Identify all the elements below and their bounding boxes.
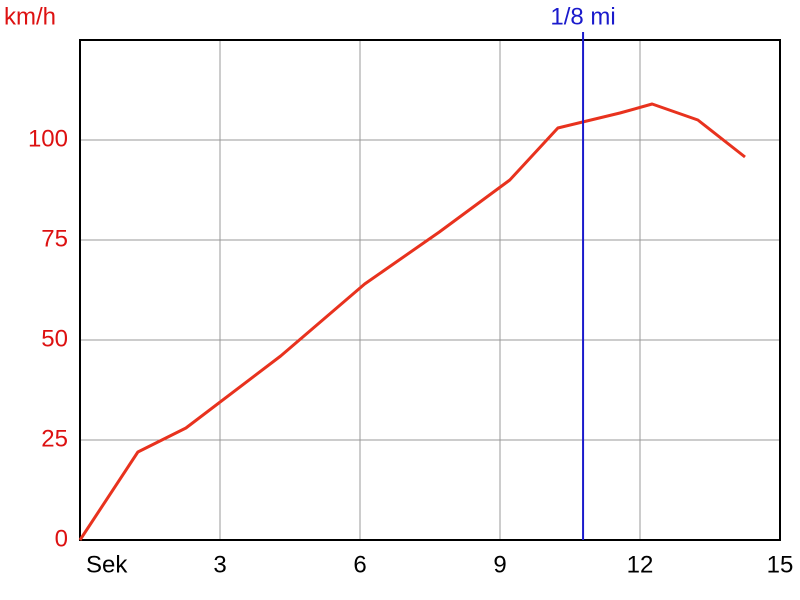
x-tick-label: 3 bbox=[213, 551, 226, 578]
x-tick-label: Sek bbox=[86, 551, 128, 578]
y-tick-label: 0 bbox=[55, 525, 68, 552]
x-tick-label: 15 bbox=[767, 551, 794, 578]
x-tick-label: 12 bbox=[627, 551, 654, 578]
y-axis-label: km/h bbox=[4, 3, 56, 30]
x-tick-label: 9 bbox=[493, 551, 506, 578]
data-line bbox=[78, 102, 746, 541]
marker-label: 1/8 mi bbox=[550, 3, 615, 30]
y-tick-label: 50 bbox=[41, 325, 68, 352]
y-tick-label: 75 bbox=[41, 225, 68, 252]
y-tick-label: 100 bbox=[28, 125, 68, 152]
plot-frame bbox=[79, 39, 781, 541]
x-tick-label: 6 bbox=[353, 551, 366, 578]
y-tick-label: 25 bbox=[41, 425, 68, 452]
